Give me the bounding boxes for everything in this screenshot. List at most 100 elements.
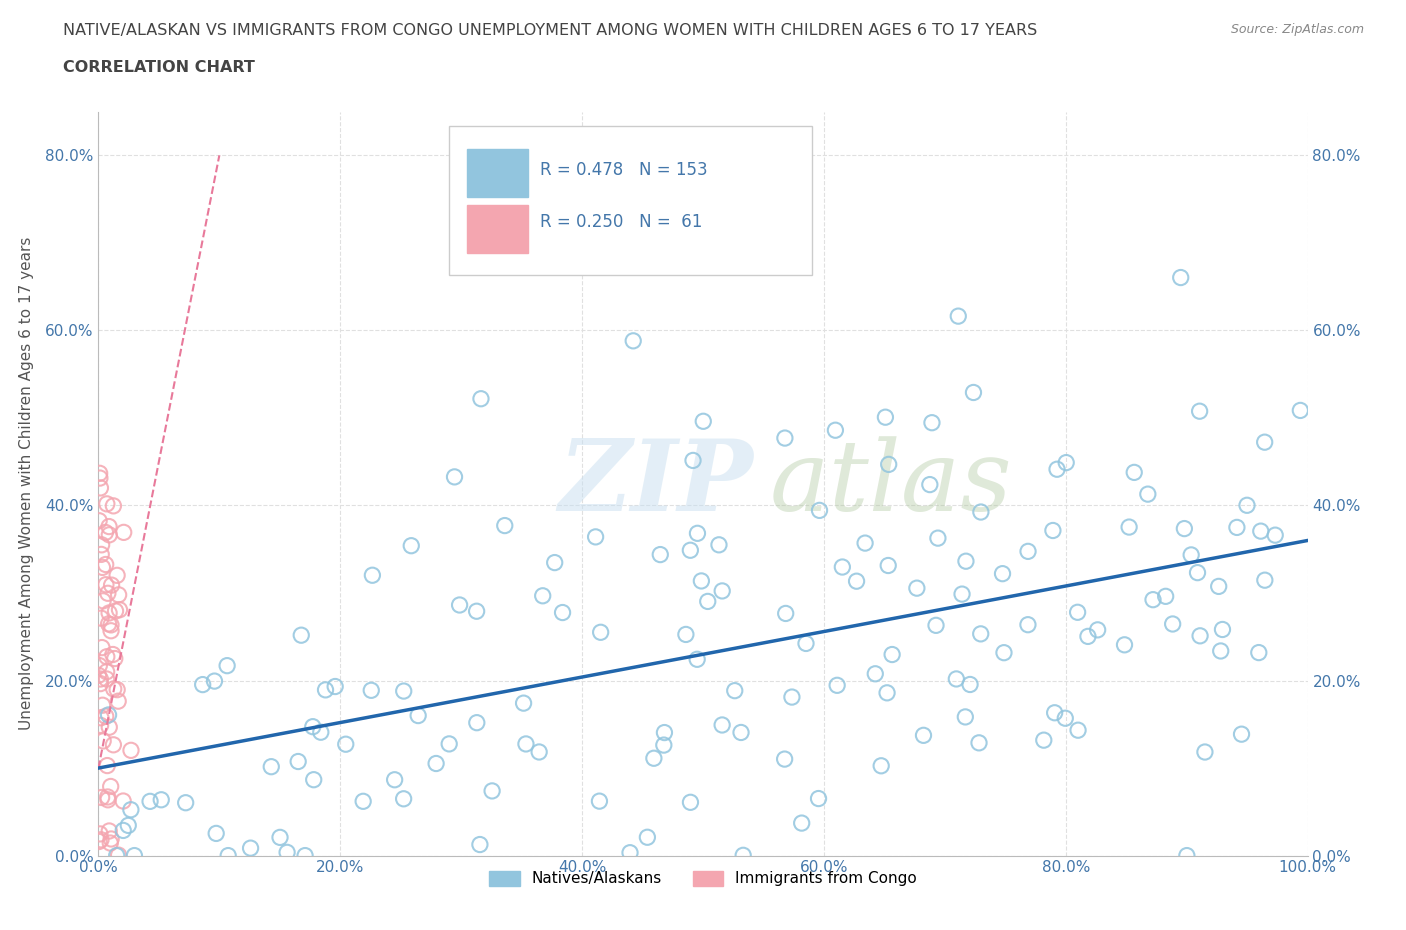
Point: [323, 679, 346, 694]
Point: [882, 647, 904, 662]
Point: [94, 525, 117, 539]
Point: [724, 684, 747, 698]
Point: [494, 518, 516, 533]
Point: [392, 684, 415, 698]
Point: [1226, 520, 1249, 535]
Point: [1189, 629, 1212, 644]
Text: atlas: atlas: [769, 436, 1012, 531]
Point: [1017, 544, 1039, 559]
Point: [90, 538, 112, 552]
Point: [100, 618, 122, 632]
Point: [100, 831, 122, 846]
Legend: Natives/Alaskans, Immigrants from Congo: Natives/Alaskans, Immigrants from Congo: [482, 864, 924, 893]
Point: [1254, 573, 1277, 588]
Point: [481, 783, 503, 798]
Point: [94, 709, 117, 724]
Point: [120, 743, 142, 758]
Point: [89, 513, 111, 528]
Point: [97, 708, 120, 723]
Point: [352, 794, 374, 809]
Point: [90, 711, 112, 725]
Point: [636, 830, 658, 844]
Point: [1194, 745, 1216, 760]
Point: [959, 677, 981, 692]
Point: [89, 827, 111, 842]
Point: [1289, 403, 1312, 418]
Point: [1208, 579, 1230, 594]
Point: [101, 647, 124, 662]
FancyBboxPatch shape: [467, 149, 527, 197]
Point: [925, 618, 948, 632]
Point: [619, 845, 641, 860]
Y-axis label: Unemployment Among Women with Children Ages 6 to 17 years: Unemployment Among Women with Children A…: [18, 237, 34, 730]
Point: [512, 696, 534, 711]
Point: [96, 671, 118, 686]
Point: [1123, 465, 1146, 480]
Point: [276, 845, 298, 860]
Point: [773, 431, 796, 445]
Point: [1054, 455, 1077, 470]
Point: [686, 652, 709, 667]
Point: [260, 759, 283, 774]
Point: [89, 671, 111, 686]
Point: [384, 772, 406, 787]
Point: [97, 586, 120, 601]
Point: [780, 690, 803, 705]
Point: [682, 453, 704, 468]
Point: [94, 557, 117, 572]
Point: [711, 583, 734, 598]
Point: [104, 651, 127, 666]
Point: [290, 628, 312, 643]
Point: [103, 737, 125, 752]
Point: [730, 725, 752, 740]
Point: [112, 823, 135, 838]
Point: [89, 676, 111, 691]
Point: [993, 645, 1015, 660]
Point: [217, 658, 239, 673]
Point: [107, 694, 129, 709]
Point: [239, 841, 262, 856]
Point: [962, 385, 984, 400]
Point: [1066, 604, 1088, 619]
Point: [90, 790, 112, 804]
Point: [1230, 726, 1253, 741]
Point: [91, 640, 114, 655]
Point: [105, 848, 128, 863]
Text: NATIVE/ALASKAN VS IMMIGRANTS FROM CONGO UNEMPLOYMENT AMONG WOMEN WITH CHILDREN A: NATIVE/ALASKAN VS IMMIGRANTS FROM CONGO …: [63, 23, 1038, 38]
Point: [875, 410, 897, 425]
Point: [399, 538, 422, 553]
Point: [794, 636, 817, 651]
Point: [91, 560, 114, 575]
Point: [1077, 629, 1099, 644]
Point: [1043, 705, 1066, 720]
Point: [437, 737, 460, 751]
Point: [91, 734, 114, 749]
Point: [91, 593, 114, 608]
Point: [112, 525, 135, 539]
Point: [692, 414, 714, 429]
Point: [449, 598, 471, 613]
Point: [360, 683, 382, 698]
Point: [733, 848, 755, 863]
Point: [90, 832, 112, 847]
Point: [1046, 462, 1069, 477]
Point: [585, 529, 607, 544]
Point: [650, 547, 672, 562]
Point: [945, 671, 967, 686]
Point: [89, 466, 111, 481]
Point: [912, 728, 935, 743]
Text: ZIP: ZIP: [558, 435, 752, 532]
Point: [527, 745, 550, 760]
Point: [905, 580, 928, 595]
Point: [139, 794, 162, 809]
Point: [696, 594, 718, 609]
Point: [91, 698, 114, 712]
Point: [652, 737, 675, 752]
Point: [96, 649, 118, 664]
Point: [865, 666, 887, 681]
Point: [531, 589, 554, 604]
Point: [970, 505, 993, 520]
Point: [643, 751, 665, 765]
Point: [90, 547, 112, 562]
Point: [1180, 548, 1202, 563]
